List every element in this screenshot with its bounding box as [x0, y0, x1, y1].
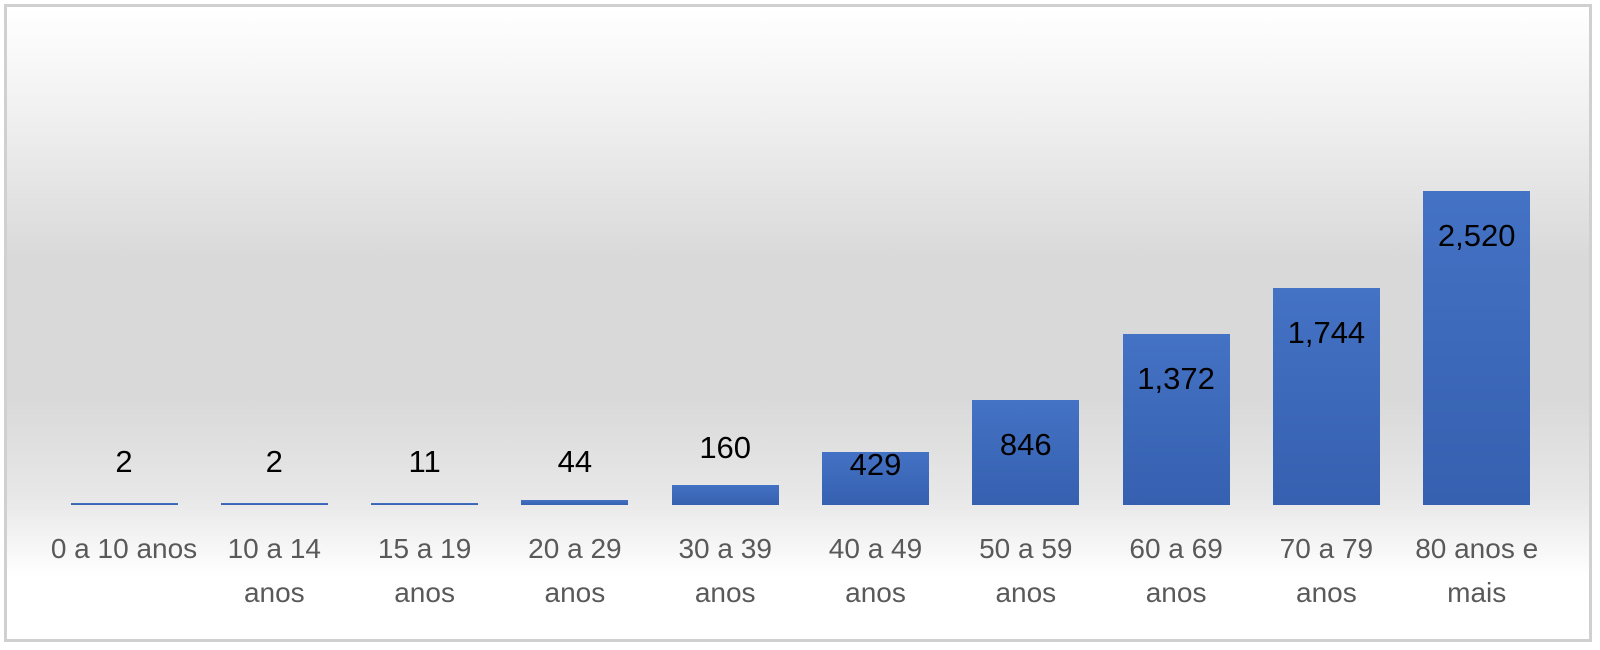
- x-tick-label: 70 a 79 anos: [1279, 533, 1374, 608]
- x-tick-label: 40 a 49 anos: [828, 533, 923, 608]
- bar: [972, 399, 1080, 505]
- value-label: 1,372: [1137, 361, 1215, 397]
- bar: [671, 485, 779, 505]
- value-label: 160: [699, 430, 752, 466]
- value-label: 2,520: [1437, 218, 1516, 253]
- x-tick-label: 60 a 69 anos: [1129, 533, 1223, 608]
- bar: [371, 503, 479, 505]
- bar: [1423, 191, 1531, 505]
- bar: [220, 503, 328, 505]
- x-tick-label: 80 anos e mais: [1415, 533, 1539, 608]
- bar: [1122, 334, 1230, 505]
- value-label: 1,744: [1287, 314, 1366, 350]
- value-label: 846: [999, 426, 1052, 462]
- value-label: 11: [408, 444, 441, 479]
- bar: [521, 499, 629, 505]
- x-tick-label: 30 a 39 anos: [678, 533, 772, 608]
- chart: 2 0 a 10 anos 2 10 a 14 anos 11 15 a 19 anos 4…: [4, 4, 1592, 642]
- value-label: 2: [115, 444, 133, 479]
- bar: [70, 503, 178, 505]
- bar: [822, 451, 929, 505]
- x-tick-label: 50 a 59 anos: [979, 533, 1073, 608]
- value-label: 44: [557, 444, 593, 479]
- value-label: 429: [849, 446, 902, 482]
- value-label: 2: [265, 444, 283, 479]
- x-tick-label: 10 a 14 anos: [227, 533, 321, 608]
- x-tick-label: 15 a 19 anos: [377, 533, 472, 608]
- bar: [1272, 287, 1380, 505]
- x-tick-label: 0 a 10 anos: [50, 533, 198, 564]
- x-tick-label: 20 a 29 anos: [528, 533, 622, 608]
